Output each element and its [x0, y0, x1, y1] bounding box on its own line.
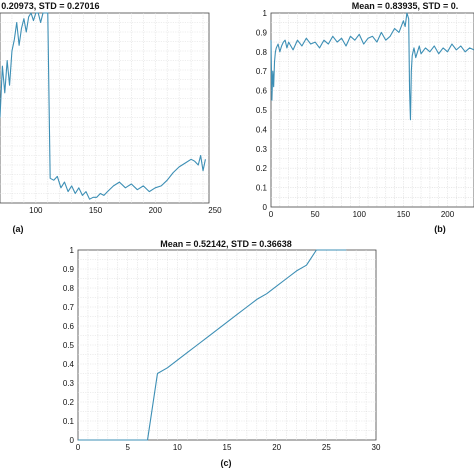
y-tick-label: 0.7	[256, 67, 268, 76]
y-tick-label: 0.6	[256, 87, 268, 96]
x-tick-label: 5	[125, 443, 130, 452]
y-tick-label: 0.1	[63, 417, 75, 426]
y-tick-label: 0	[70, 436, 75, 445]
y-tick-label: 0.8	[63, 284, 75, 293]
x-tick-label: 10	[173, 443, 182, 452]
panel-c-y-ticks: 0 0.1 0.2 0.3 0.4 0.5 0.6 0.7 0.8 0.9 1	[63, 246, 75, 445]
panel-a-caption: (a)	[13, 224, 24, 234]
panel-c-series-line	[78, 249, 347, 441]
y-tick-label: 0.5	[256, 106, 268, 115]
y-tick-label: 0.5	[63, 341, 75, 350]
panel-b-caption: (b)	[434, 224, 446, 234]
x-tick-label: 250	[208, 206, 222, 215]
x-tick-label: 0	[76, 443, 81, 452]
panel-c-caption: (c)	[221, 458, 232, 468]
x-tick-label: 150	[89, 206, 103, 215]
panel-a-x-ticks: 100 150 200 250	[29, 206, 222, 215]
x-tick-label: 30	[372, 443, 381, 452]
y-tick-label: 0.4	[63, 360, 75, 369]
x-tick-label: 25	[322, 443, 331, 452]
x-tick-label: 100	[29, 206, 43, 215]
panel-c: Mean = 0.52142, STD = 0.36638 0 5 10 15 20 25…	[63, 239, 381, 468]
y-tick-label: 0.2	[256, 164, 268, 173]
y-tick-label: 0.7	[63, 303, 75, 312]
panel-c-x-ticks: 0 5 10 15 20 25 30	[76, 443, 381, 452]
panel-a-title: an = 0.20973, STD = 0.27016	[0, 1, 100, 11]
panel-c-title: Mean = 0.52142, STD = 0.36638	[160, 239, 292, 249]
x-tick-label: 20	[272, 443, 281, 452]
x-tick-label: 50	[311, 210, 320, 219]
panel-a-series-line	[0, 12, 206, 200]
panel-b-y-ticks: 0 0.1 0.2 0.3 0.4 0.5 0.6 0.7 0.8 0.9 1	[256, 9, 268, 212]
y-tick-label: 1	[70, 246, 75, 255]
panel-a: an = 0.20973, STD = 0.27016 100 150 200 250…	[0, 1, 222, 234]
y-tick-label: 0.1	[256, 184, 268, 193]
y-tick-label: 0.4	[256, 125, 268, 134]
y-tick-label: 1	[263, 9, 268, 18]
y-tick-label: 0.3	[63, 379, 75, 388]
x-tick-label: 200	[441, 210, 455, 219]
panel-b-x-ticks: 0 50 100 150 200	[269, 210, 455, 219]
panel-b-title: Mean = 0.83935, STD = 0.	[352, 1, 459, 11]
y-tick-label: 0.6	[63, 322, 75, 331]
y-tick-label: 0	[263, 203, 268, 212]
panel-b: Mean = 0.83935, STD = 0. 0 50 100 150 200 00…	[256, 1, 474, 234]
y-tick-label: 0.2	[63, 398, 75, 407]
x-tick-label: 200	[149, 206, 163, 215]
y-tick-label: 0.9	[63, 265, 75, 274]
y-tick-label: 0.9	[256, 28, 268, 37]
panel-c-grid	[78, 250, 376, 440]
panel-b-series-line	[270, 12, 474, 121]
y-tick-label: 0.8	[256, 48, 268, 57]
x-tick-label: 15	[223, 443, 232, 452]
x-tick-label: 100	[353, 210, 367, 219]
y-tick-label: 0.3	[256, 145, 268, 154]
x-tick-label: 0	[269, 210, 274, 219]
x-tick-label: 150	[397, 210, 411, 219]
panel-b-grid	[271, 13, 474, 207]
